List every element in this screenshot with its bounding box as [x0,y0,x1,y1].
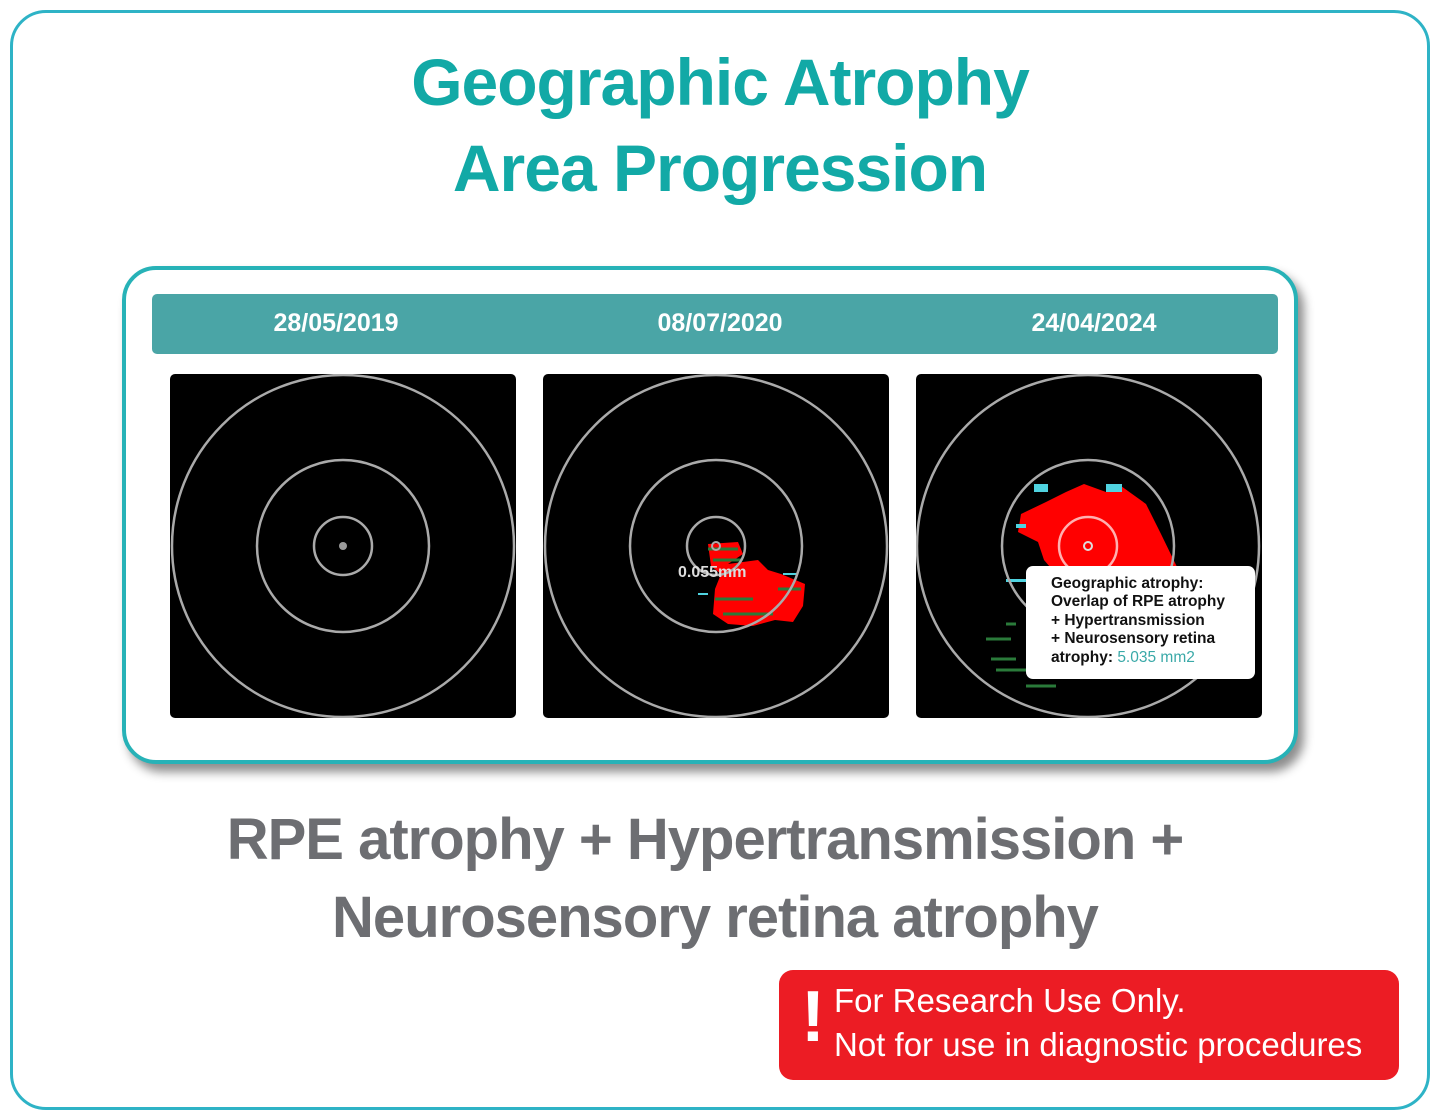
date-bar: 28/05/2019 08/07/2020 24/04/2024 [152,294,1278,354]
subtitle-line-1: RPE atrophy + Hypertransmission + [226,807,1185,872]
tooltip-line: + Neurosensory retina [1051,630,1216,648]
exclamation-icon: ! [801,977,825,1057]
tooltip-line: atrophy: 5.035 mm2 [1051,649,1255,667]
atrophy-region [986,484,1178,688]
tooltip-line: + Hypertransmission [1051,611,1205,629]
atrophy-region [698,542,805,626]
outer-frame [10,10,1430,1110]
tooltip-line: Geographic atrophy: [1051,575,1204,592]
ga-tooltip: Geographic atrophy: Overlap of RPE atrop… [1026,566,1255,679]
warning-line-1: For Research Use Only. [834,982,1186,1019]
oct-map-2019 [170,374,516,718]
ga-area-value: 5.035 mm2 [1117,648,1195,666]
date-3: 24/04/2024 [1031,309,1157,337]
oct-map-2020: 0.055mm [543,374,889,718]
tooltip-line: Overlap of RPE atrophy [1051,593,1225,611]
subtitle-line-2: Neurosensory retina atrophy [332,885,1099,950]
title-line-1: Geographic Atrophy [411,45,1030,119]
warning-line-2: Not for use in diagnostic procedures [834,1026,1363,1063]
tooltip-prefix: atrophy: [1051,648,1118,666]
date-1: 28/05/2019 [273,309,399,337]
date-2: 08/07/2020 [657,309,783,337]
title-line-2: Area Progression [452,131,988,205]
research-warning: ! For Research Use Only. Not for use in … [779,970,1399,1080]
measure-label: 0.055mm [678,564,747,581]
